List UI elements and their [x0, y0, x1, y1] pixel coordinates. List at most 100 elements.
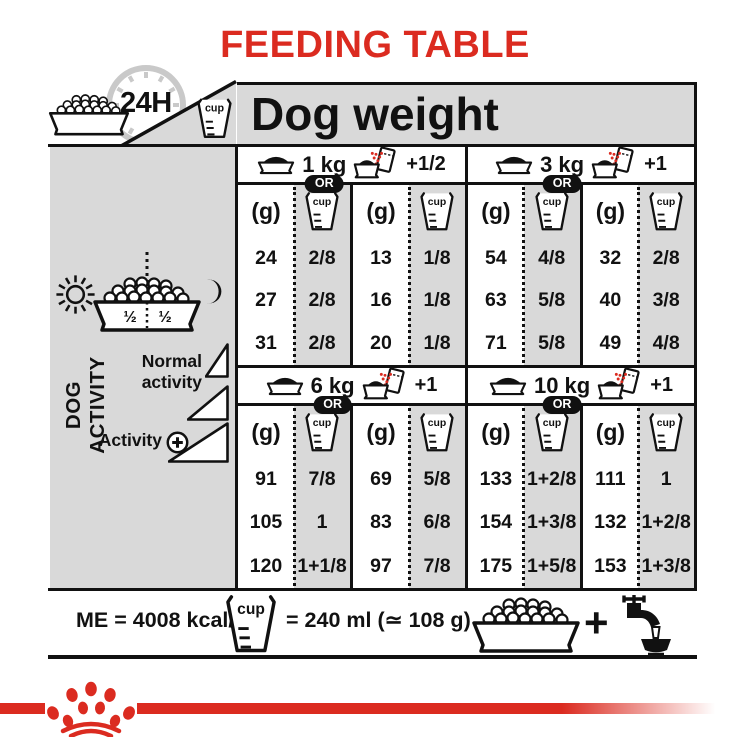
subcolumn-divider: [579, 185, 583, 365]
normal-activity-column: (g) 54 4/8 63 5/8 71 5/8: [468, 185, 580, 365]
dotted-divider: [636, 187, 640, 363]
subcolumn-divider: [350, 185, 353, 365]
cup-value: 1+1/8: [297, 554, 347, 577]
grams-value: 69: [370, 468, 392, 491]
cup-volume-label: = 240 ml (≃ 108 g): [286, 608, 471, 632]
subcolumn-divider: [579, 406, 583, 588]
bowl-icon: [257, 154, 295, 175]
weight-section-3kg: 3 kg OR +1 (g) 54 4/8 63 5/8 71 5/8: [468, 147, 694, 365]
cup-value: 6/8: [423, 511, 451, 534]
dotted-divider: [407, 187, 411, 363]
extra-portion-label: +1/2: [406, 153, 446, 175]
half-left-label: ½: [123, 309, 136, 326]
weight-header-10kg: 10 kg OR +1: [468, 367, 694, 415]
cup-icon: [420, 412, 454, 453]
grams-header: (g): [251, 197, 281, 224]
cup-icon: [649, 412, 683, 453]
grams-value: 71: [485, 332, 507, 355]
activity-ramp-medium-icon: [187, 385, 229, 421]
grams-value: 133: [479, 468, 513, 491]
cup-value: 2/8: [652, 246, 680, 269]
cup-icon: [420, 191, 454, 232]
grams-header: (g): [366, 197, 396, 224]
cup-value: 1+2/8: [526, 468, 577, 491]
or-badge: OR: [304, 174, 344, 194]
grams-header: (g): [595, 418, 626, 445]
cup-icon: [305, 191, 339, 232]
or-badge: OR: [542, 174, 582, 194]
grams-value: 54: [485, 246, 507, 269]
grams-value: 13: [370, 246, 392, 269]
grams-value: 132: [594, 511, 627, 534]
activity-label: Activity: [98, 430, 162, 450]
high-activity-column: (g) 111 1 132 1+2/8 153 1+3/8: [583, 406, 694, 588]
extra-portion-label: +1: [650, 374, 674, 396]
grams-header: (g): [595, 197, 626, 224]
bowl-icon: [495, 154, 533, 175]
normal-activity-column: (g) 133 1+2/8 154 1+3/8 175 1+5/8: [468, 406, 580, 588]
cup-value: 1+5/8: [526, 554, 577, 577]
cup-header: [638, 406, 694, 458]
bowl-and-bag-icon: [591, 146, 637, 181]
water-tap-icon: [610, 593, 674, 657]
cup-value: 1/8: [423, 246, 451, 269]
grams-value: 40: [599, 289, 622, 312]
weight-header-6kg: 6 kg OR +1: [238, 368, 465, 415]
cup-value: 4/8: [538, 246, 566, 269]
weight-label: 3 kg: [540, 151, 585, 177]
grams-value: 154: [479, 511, 513, 534]
page-title: FEEDING TABLE: [220, 24, 530, 66]
activity-ramp-large-icon: [168, 422, 229, 463]
table-border-top: [48, 144, 697, 147]
cup-value: 1: [660, 468, 672, 491]
cup-value: 7/8: [308, 468, 336, 491]
normal-activity-column: (g) 24 2/8 27 2/8 31 2/8: [238, 185, 350, 365]
grams-value: 120: [249, 554, 283, 577]
weight-section-1kg: 1 kg OR +1/2 (g) 24 2/8 27 2/8 31 2/8: [238, 147, 465, 365]
cup-icon: [535, 412, 569, 453]
grams-value: 153: [594, 554, 627, 577]
bowl-and-bag-icon: [353, 146, 399, 181]
table-border-right: [694, 82, 697, 591]
grams-value: 24: [255, 246, 277, 269]
dotted-divider: [522, 408, 526, 586]
cup-value: 1/8: [423, 289, 451, 312]
bowl-icon: [489, 375, 527, 396]
dotted-divider: [292, 187, 296, 363]
or-badge: OR: [542, 395, 582, 415]
dotted-divider: [522, 187, 526, 363]
grams-value: 32: [599, 246, 622, 269]
dog-activity-panel: [50, 147, 235, 588]
cup-header: [638, 185, 694, 237]
normal-activity-label: Normal activity: [141, 351, 202, 392]
dog-weight-label: Dog weight: [251, 88, 499, 140]
measuring-cup-icon: [224, 594, 278, 654]
weight-label: 6 kg: [310, 372, 355, 398]
plus-circle-icon: [166, 431, 189, 454]
grams-header: (g): [481, 418, 511, 445]
cup-icon: [305, 412, 339, 453]
weight-header-1kg: 1 kg OR +1/2: [238, 146, 465, 194]
grams-header: (g): [481, 197, 511, 224]
cup-value: 2/8: [308, 289, 336, 312]
grams-value: 31: [255, 332, 277, 355]
grams-value: 91: [255, 468, 277, 491]
dotted-divider: [292, 408, 296, 586]
cup-value: 1+3/8: [526, 511, 577, 534]
grams-value: 111: [595, 468, 626, 491]
dotted-divider: [636, 408, 640, 586]
grams-value: 16: [370, 289, 392, 312]
subcolumn-divider: [350, 406, 353, 588]
cup-icon: [535, 191, 569, 232]
cup-value: 1+2/8: [641, 511, 691, 534]
cup-value: 2/8: [308, 332, 336, 355]
cup-value: 5/8: [538, 289, 566, 312]
brand-bar-left: [0, 703, 45, 714]
grams-value: 175: [479, 554, 513, 577]
cup-header: [409, 406, 465, 458]
bowl-and-bag-icon: [597, 367, 643, 402]
weight-section-10kg: 10 kg OR +1 (g) 133 1+2/8 154 1+3/8 175 …: [468, 368, 694, 588]
weight-label: 10 kg: [533, 372, 591, 398]
clock-24h-label: 24H: [120, 87, 172, 119]
